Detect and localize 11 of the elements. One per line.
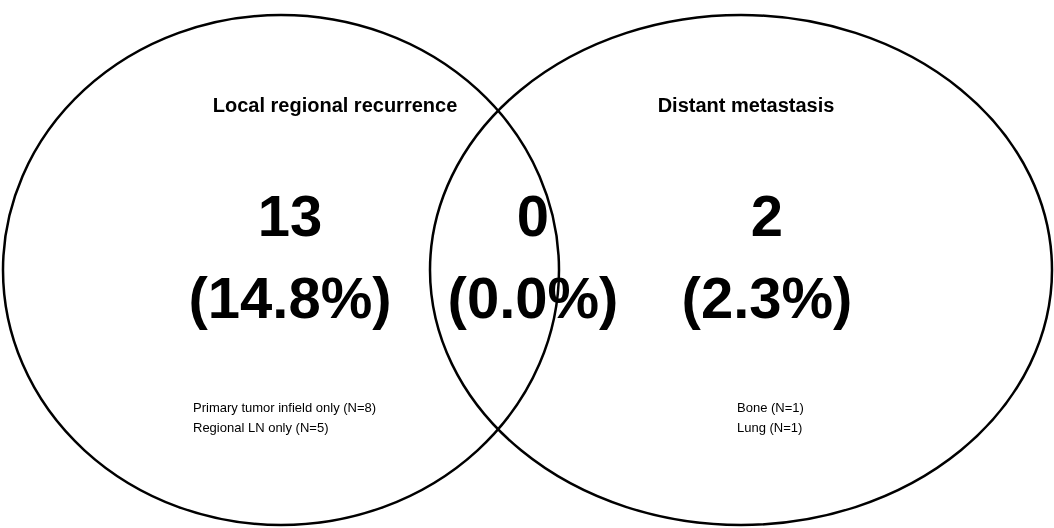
text: Primary tumor infield only (N=8) bbox=[193, 400, 377, 415]
data-label: 13 bbox=[257, 183, 323, 248]
text: Regional LN only (N=5) bbox=[193, 420, 329, 435]
text: (14.8%) bbox=[188, 265, 392, 330]
category-label: Local regional recurrence bbox=[212, 94, 458, 116]
text: (2.3%) bbox=[681, 265, 853, 330]
text: Bone (N=1) bbox=[737, 400, 804, 415]
data-label: 2 bbox=[750, 183, 784, 248]
text: Lung (N=1) bbox=[737, 420, 803, 435]
category-label: Distant metastasis bbox=[657, 94, 835, 116]
data-label: 0 bbox=[516, 183, 550, 248]
